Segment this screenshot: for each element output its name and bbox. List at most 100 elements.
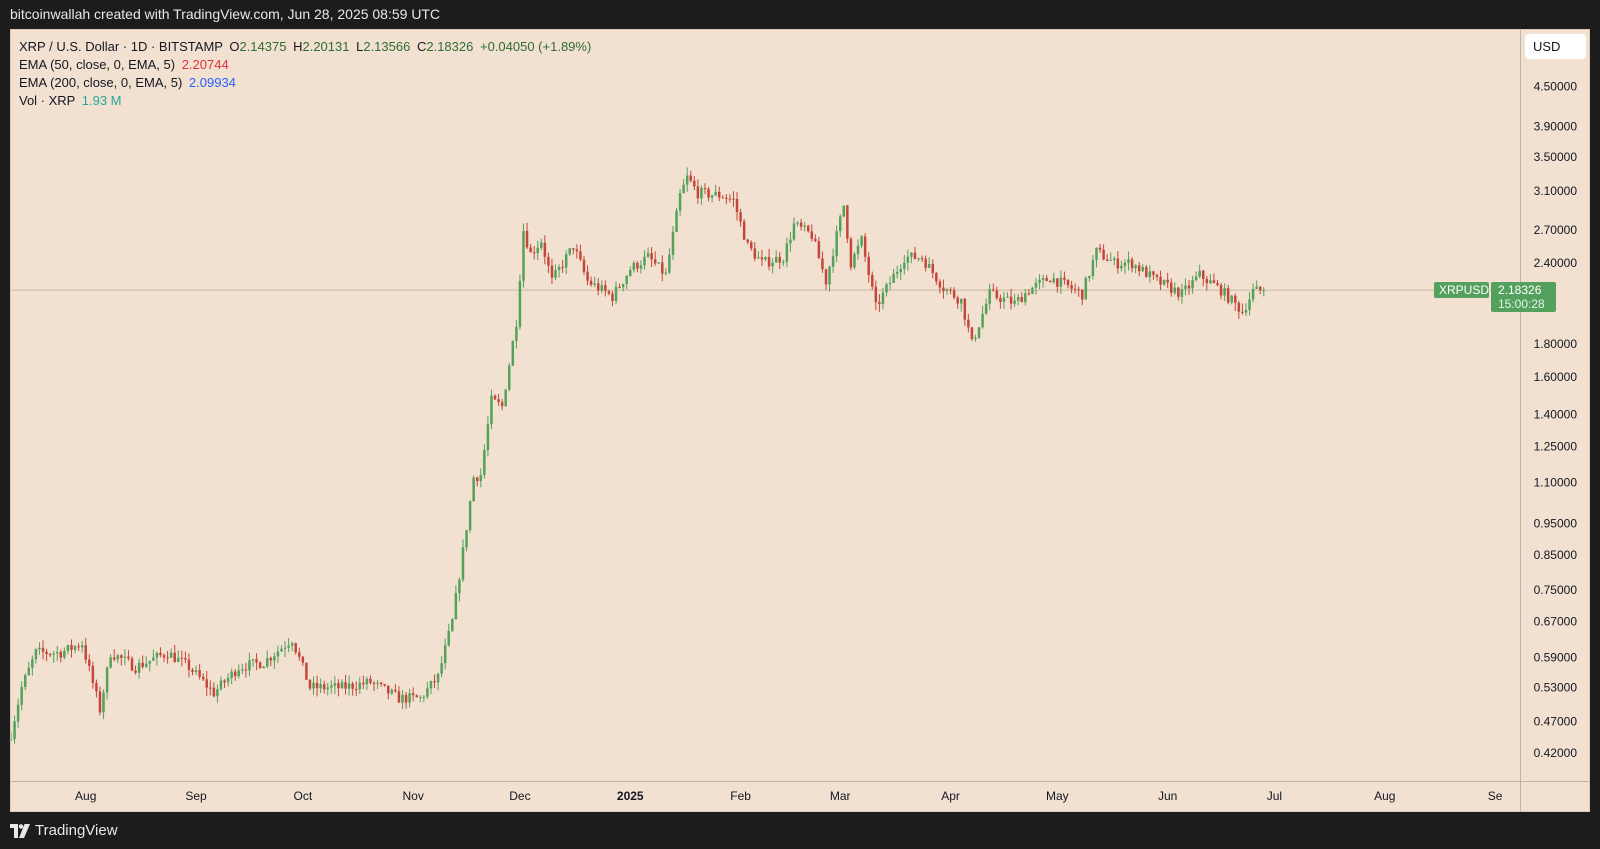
price-tick-label: 0.53000 bbox=[1534, 681, 1578, 695]
candle-body bbox=[668, 254, 671, 273]
candle-body bbox=[347, 683, 351, 689]
candle-body bbox=[842, 205, 846, 217]
candle-body bbox=[881, 292, 885, 305]
candle-body bbox=[1127, 259, 1130, 263]
candle-body bbox=[20, 687, 23, 705]
candle-body bbox=[1145, 267, 1148, 278]
currency-button[interactable]: USD bbox=[1525, 34, 1586, 59]
candle-body bbox=[935, 273, 938, 282]
candle-body bbox=[102, 692, 105, 713]
candle-body bbox=[838, 216, 842, 232]
candle-body bbox=[426, 688, 429, 697]
candle-body bbox=[1024, 293, 1027, 303]
price-axis[interactable]: 4.50000 3.90000 3.50000 3.10000 2.70000 2.400… bbox=[1521, 30, 1589, 781]
candle-body bbox=[376, 682, 379, 684]
candle-body bbox=[611, 293, 614, 301]
candle-body bbox=[1063, 277, 1066, 280]
candle-body bbox=[700, 188, 703, 199]
candle-body bbox=[365, 678, 369, 685]
candle-body bbox=[632, 262, 636, 271]
candle-body bbox=[77, 646, 80, 648]
price-axis-divider bbox=[1520, 30, 1521, 812]
candle-body bbox=[646, 253, 650, 257]
price-tag-symbol: XRPUSD bbox=[1439, 283, 1489, 297]
candle-body bbox=[340, 682, 344, 689]
candle-body bbox=[693, 180, 696, 187]
candle-body bbox=[120, 655, 123, 658]
price-tick-label: 0.85000 bbox=[1534, 548, 1578, 562]
candle-body bbox=[91, 665, 95, 683]
price-tick-label: 0.42000 bbox=[1534, 746, 1578, 760]
candle-body bbox=[664, 272, 668, 274]
candle-body bbox=[1098, 247, 1102, 250]
candle-body bbox=[1191, 280, 1194, 289]
candle-body bbox=[66, 645, 70, 652]
candle-body bbox=[137, 662, 141, 673]
candle-body bbox=[401, 694, 404, 703]
tradingview-logo[interactable]: TradingView bbox=[10, 822, 118, 839]
time-tick-label: Apr bbox=[941, 789, 960, 803]
ema50-row[interactable]: EMA (50, close, 0, EMA, 5) 2.20744 bbox=[19, 56, 591, 74]
candle-body bbox=[1091, 260, 1095, 276]
candle-body bbox=[1169, 282, 1173, 293]
candle-body bbox=[354, 688, 358, 690]
candlestick-plot[interactable] bbox=[11, 30, 1520, 781]
volume-row[interactable]: Vol · XRP 1.93 M bbox=[19, 92, 591, 110]
candle-body bbox=[1048, 280, 1052, 283]
candle-body bbox=[194, 670, 198, 672]
candle-body bbox=[451, 619, 454, 631]
candle-body bbox=[141, 662, 144, 667]
candle-body bbox=[276, 651, 280, 657]
volume-value: 1.93 M bbox=[81, 93, 122, 108]
candle-body bbox=[13, 721, 16, 740]
candle-body bbox=[379, 682, 383, 685]
candle-body bbox=[618, 286, 621, 288]
candle-body bbox=[1173, 287, 1177, 293]
candle-body bbox=[251, 659, 255, 661]
candle-body bbox=[326, 687, 329, 690]
candle-body bbox=[508, 365, 511, 390]
candle-body bbox=[205, 679, 208, 688]
candle-body bbox=[408, 693, 411, 703]
candle-body bbox=[924, 258, 927, 268]
candle-body bbox=[1205, 278, 1209, 284]
candle-body bbox=[1081, 289, 1084, 300]
candle-body bbox=[1038, 279, 1041, 283]
ohlc-low-label: L bbox=[356, 39, 364, 54]
price-tick-label: 3.90000 bbox=[1534, 120, 1578, 134]
candle-body bbox=[230, 671, 233, 678]
candle-body bbox=[789, 239, 792, 244]
candle-body bbox=[806, 225, 810, 232]
candle-body bbox=[885, 284, 888, 293]
candle-body bbox=[41, 647, 45, 652]
candle-body bbox=[166, 657, 169, 659]
symbol-row[interactable]: XRP / U.S. Dollar · 1D · BITSTAMP O2.143… bbox=[19, 38, 591, 56]
price-tag-price: 2.18326 bbox=[1498, 283, 1542, 297]
candle-body bbox=[180, 657, 184, 659]
candle-body bbox=[59, 651, 63, 658]
candle-body bbox=[80, 645, 84, 648]
candle-body bbox=[429, 681, 433, 689]
candle-body bbox=[764, 257, 767, 260]
candle-body bbox=[219, 680, 223, 690]
candle-body bbox=[1020, 296, 1023, 303]
candle-body bbox=[671, 231, 675, 255]
candle-body bbox=[294, 643, 297, 653]
candle-body bbox=[301, 656, 305, 663]
time-tick-label: Oct bbox=[293, 789, 312, 803]
candle-body bbox=[433, 681, 436, 683]
candle-body bbox=[305, 662, 308, 680]
candle-body bbox=[472, 477, 475, 502]
candle-body bbox=[1113, 258, 1116, 261]
ema200-row[interactable]: EMA (200, close, 0, EMA, 5) 2.09934 bbox=[19, 74, 591, 92]
time-axis[interactable]: Aug Sep Oct Nov Dec 2025 Feb Mar Apr May Jun Jul Aug… bbox=[11, 782, 1520, 811]
candle-body bbox=[1141, 267, 1144, 272]
candle-body bbox=[614, 286, 618, 301]
candle-body bbox=[568, 248, 572, 255]
candle-body bbox=[803, 225, 806, 227]
price-tick-label: 1.10000 bbox=[1534, 475, 1578, 489]
candle-body bbox=[860, 236, 863, 246]
candle-body bbox=[643, 256, 646, 266]
candle-body bbox=[1002, 297, 1006, 302]
candle-body bbox=[696, 186, 700, 199]
